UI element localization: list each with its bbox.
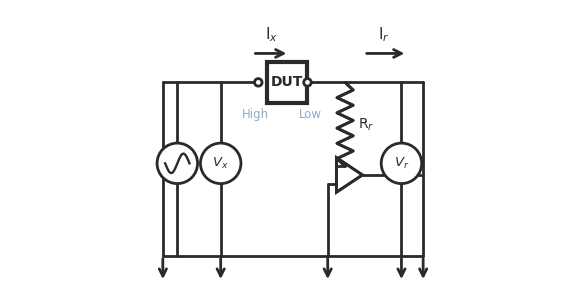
Circle shape xyxy=(381,143,422,184)
Text: I$_x$: I$_x$ xyxy=(264,25,278,44)
Text: V$_r$: V$_r$ xyxy=(394,156,409,171)
Text: High: High xyxy=(242,108,269,121)
Text: V$_x$: V$_x$ xyxy=(212,156,229,171)
Circle shape xyxy=(157,143,197,184)
Circle shape xyxy=(254,79,262,86)
Circle shape xyxy=(304,79,311,86)
Text: R$_r$: R$_r$ xyxy=(358,116,374,133)
Circle shape xyxy=(200,143,241,184)
Text: I$_r$: I$_r$ xyxy=(379,25,390,44)
Bar xyxy=(267,62,308,102)
Text: DUT: DUT xyxy=(271,75,304,89)
Text: Low: Low xyxy=(299,108,322,121)
